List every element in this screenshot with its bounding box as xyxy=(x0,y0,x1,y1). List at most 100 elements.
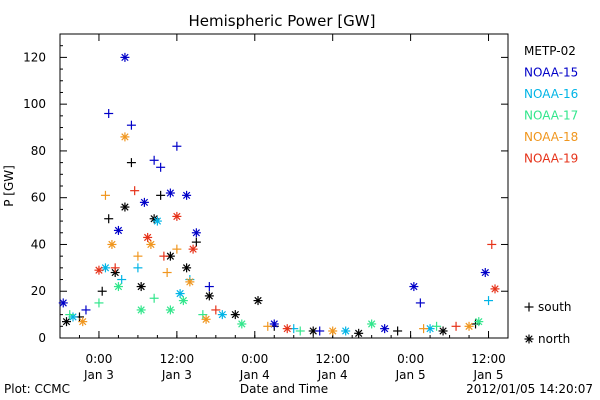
data-point-noaa-18-north xyxy=(146,239,156,249)
legend-entry-metp-02: METP-02 xyxy=(524,44,576,58)
data-point-noaa-15-south xyxy=(81,305,91,315)
data-point-noaa-15-north xyxy=(182,190,192,200)
data-point-noaa-17-south xyxy=(65,310,75,320)
data-point-noaa-16-north xyxy=(341,326,351,336)
data-point-noaa-17-north xyxy=(474,317,484,327)
data-point-noaa-18-north xyxy=(107,239,117,249)
data-point-metp-02-north xyxy=(204,291,214,301)
x-tick-label: Jan 5 xyxy=(395,368,426,382)
marker-key-south: south xyxy=(524,300,572,314)
data-point-noaa-18-north xyxy=(464,321,474,331)
legend-entry-noaa-15: NOAA-15 xyxy=(524,66,578,80)
data-point-noaa-18-south xyxy=(172,244,182,254)
data-point-metp-02-north xyxy=(182,263,192,273)
chart-title: Hemispheric Power [GW] xyxy=(189,12,376,30)
y-tick-label: 80 xyxy=(31,144,46,158)
footer-timestamp: 2012/01/05 14:20:07 xyxy=(466,382,593,396)
data-point-noaa-19-north xyxy=(490,284,500,294)
legend-entry-noaa-19: NOAA-19 xyxy=(524,152,578,166)
data-point-noaa-18-south xyxy=(133,251,143,261)
data-point-noaa-15-south xyxy=(204,282,214,292)
data-point-noaa-19-south xyxy=(159,251,169,261)
data-point-noaa-15-north xyxy=(380,324,390,334)
data-point-noaa-17-north xyxy=(237,319,247,329)
x-tick-label: Jan 3 xyxy=(161,368,192,382)
data-point-noaa-16-south xyxy=(117,275,127,285)
data-point-noaa-19-south xyxy=(487,239,497,249)
data-point-noaa-15-south xyxy=(415,298,425,308)
data-point-noaa-18-north xyxy=(328,326,338,336)
data-point-noaa-16-north xyxy=(217,310,227,320)
data-point-noaa-17-north xyxy=(367,319,377,329)
marker-key-south-label: south xyxy=(538,300,572,314)
data-point-noaa-15-north xyxy=(191,228,201,238)
data-point-noaa-15-south xyxy=(126,120,136,130)
marker-key-north: north xyxy=(524,332,570,346)
legend-entry-noaa-17: NOAA-17 xyxy=(524,109,578,123)
x-tick-label: Jan 4 xyxy=(239,368,270,382)
data-point-metp-02-south xyxy=(97,286,107,296)
data-point-noaa-17-north xyxy=(136,305,146,315)
y-axis-label: P [GW] xyxy=(2,165,16,207)
data-point-metp-02-north xyxy=(136,282,146,292)
data-point-noaa-16-north xyxy=(68,312,78,322)
x-tick-label: 12:00 xyxy=(315,352,350,366)
data-point-noaa-15-south xyxy=(315,326,325,336)
data-point-noaa-15-north xyxy=(139,197,149,207)
data-point-noaa-17-north xyxy=(165,305,175,315)
data-point-noaa-16-south xyxy=(484,296,494,306)
data-point-noaa-17-south xyxy=(94,298,104,308)
data-point-noaa-18-south xyxy=(162,268,172,278)
data-point-noaa-15-south xyxy=(172,141,182,151)
data-point-metp-02-south xyxy=(126,158,136,168)
legend-entry-noaa-16: NOAA-16 xyxy=(524,87,578,101)
asterisk-marker-icon xyxy=(524,334,534,344)
y-tick-label: 0 xyxy=(38,331,46,345)
data-point-noaa-18-north xyxy=(185,277,195,287)
legend-entry-noaa-18: NOAA-18 xyxy=(524,130,578,144)
y-tick-label: 120 xyxy=(23,50,46,64)
plot-frame xyxy=(59,33,509,339)
y-tick-label: 40 xyxy=(31,237,46,251)
data-point-noaa-17-south xyxy=(198,310,208,320)
data-point-noaa-16-north xyxy=(152,216,162,226)
data-point-noaa-17-south xyxy=(295,326,305,336)
data-point-noaa-19-north xyxy=(282,324,292,334)
legend: METP-02 NOAA-15 NOAA-16 NOAA-17 NOAA-18 NOAA-… xyxy=(524,44,578,166)
data-point-noaa-19-north xyxy=(143,232,153,242)
data-point-noaa-15-north xyxy=(58,298,68,308)
x-tick-label: Jan 3 xyxy=(83,368,114,382)
x-tick-label: 0:00 xyxy=(85,352,112,366)
data-point-noaa-15-south xyxy=(104,109,114,119)
data-point-noaa-19-south xyxy=(130,186,140,196)
data-point-noaa-18-north xyxy=(201,314,211,324)
data-point-metp-02-south xyxy=(156,190,166,200)
x-axis: 0:00 Jan 3 12:00 Jan 3 0:00 Jan 4 12:00 Jan 4 0:… xyxy=(59,34,509,382)
data-point-noaa-17-north xyxy=(113,282,123,292)
x-tick-label: 12:00 xyxy=(160,352,195,366)
data-point-noaa-15-north xyxy=(113,225,123,235)
data-point-noaa-18-south xyxy=(263,321,273,331)
data-point-noaa-18-north xyxy=(120,132,130,142)
data-point-noaa-16-north xyxy=(175,289,185,299)
marker-key-north-label: north xyxy=(538,332,570,346)
data-point-metp-02-north xyxy=(120,202,130,212)
data-point-noaa-15-north xyxy=(269,319,279,329)
data-point-metp-02-north xyxy=(438,326,448,336)
data-point-noaa-15-north xyxy=(480,268,490,278)
data-point-metp-02-south xyxy=(393,326,403,336)
data-markers xyxy=(58,52,500,338)
x-tick-label: Jan 5 xyxy=(473,368,504,382)
data-point-noaa-15-north xyxy=(165,188,175,198)
y-tick-label: 20 xyxy=(31,284,46,298)
data-point-metp-02-south xyxy=(104,214,114,224)
data-point-noaa-19-south xyxy=(110,263,120,273)
data-point-metp-02-north xyxy=(308,326,318,336)
data-point-noaa-19-south xyxy=(451,321,461,331)
x-tick-label: Jan 4 xyxy=(317,368,348,382)
data-point-noaa-18-north xyxy=(78,317,88,327)
data-point-noaa-15-north xyxy=(120,52,130,62)
data-point-noaa-15-south xyxy=(156,162,166,172)
data-point-noaa-15-north xyxy=(409,282,419,292)
